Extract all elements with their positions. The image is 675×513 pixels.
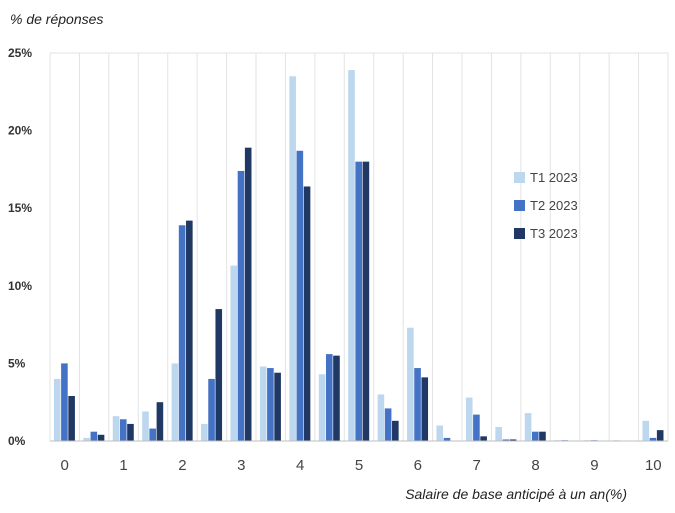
bar-t3-2023 — [244, 147, 252, 441]
x-tick-label: 8 — [531, 457, 539, 474]
bar-t1-2023 — [201, 423, 208, 441]
bar-t1-2023 — [289, 76, 296, 441]
bar-t2-2023 — [443, 437, 451, 441]
y-tick-label: 10% — [8, 279, 32, 293]
bar-t3-2023 — [480, 436, 487, 441]
bar-t1-2023 — [465, 397, 473, 441]
legend-label: T1 2023 — [530, 170, 578, 185]
bar-t2-2023 — [414, 368, 421, 441]
y-tick-label: 5% — [8, 356, 26, 370]
bar-t3-2023 — [303, 186, 311, 441]
bar-t2-2023 — [237, 170, 245, 441]
bar-t3-2023 — [362, 161, 370, 441]
bar-t3-2023 — [274, 372, 281, 441]
x-tick-label: 2 — [178, 457, 186, 474]
y-axis-title: % de réponses — [10, 11, 104, 27]
bar-t1-2023 — [318, 374, 326, 441]
x-axis-title: Salaire de base anticipé à un an(%) — [405, 486, 627, 502]
bar-t1-2023 — [171, 363, 179, 441]
bar-t1-2023 — [407, 327, 414, 441]
bar-t1-2023 — [436, 425, 444, 441]
bar-t1-2023 — [53, 378, 61, 441]
y-tick-label: 25% — [8, 46, 32, 60]
bar-t2-2023 — [325, 354, 333, 441]
bar-t2-2023 — [90, 431, 98, 441]
bar-t2-2023 — [502, 439, 510, 441]
bar-t3-2023 — [656, 430, 664, 441]
x-tick-label: 3 — [237, 457, 245, 474]
bar-t2-2023 — [149, 428, 156, 441]
bar-t3-2023 — [186, 220, 193, 441]
x-tick-label: 7 — [473, 457, 481, 474]
bar-t3-2023 — [509, 439, 517, 441]
bar-t1-2023 — [230, 265, 238, 441]
bar-t1-2023 — [495, 427, 502, 441]
bar-t1-2023 — [259, 366, 267, 441]
bar-t3-2023 — [392, 420, 399, 441]
bar-t3-2023 — [539, 431, 546, 441]
bar-t1-2023 — [642, 420, 650, 441]
y-tick-label: 20% — [8, 124, 32, 138]
y-tick-label: 0% — [8, 434, 26, 448]
bar-t1-2023 — [348, 70, 355, 442]
y-tick-label: 15% — [8, 201, 32, 215]
bar-t2-2023 — [208, 378, 215, 441]
bar-t3-2023 — [215, 309, 223, 441]
bar-t2-2023 — [531, 431, 539, 441]
bar-t3-2023 — [421, 377, 429, 441]
bar-t2-2023 — [384, 408, 392, 441]
legend-swatch — [514, 200, 525, 211]
bar-t1-2023 — [524, 413, 532, 441]
legend-swatch — [514, 228, 525, 239]
legend-label: T3 2023 — [530, 226, 578, 241]
bar-t3-2023 — [97, 434, 105, 441]
x-tick-label: 4 — [296, 457, 304, 474]
bar-t1-2023 — [142, 411, 149, 441]
bar-t2-2023 — [61, 363, 68, 441]
bar-t2-2023 — [296, 150, 304, 441]
x-tick-label: 0 — [61, 457, 69, 474]
bar-t2-2023 — [119, 419, 127, 441]
x-tick-label: 1 — [119, 457, 127, 474]
bar-t2-2023 — [355, 161, 362, 441]
bar-t2-2023 — [178, 225, 186, 441]
bar-t3-2023 — [127, 423, 134, 441]
legend-swatch — [514, 172, 525, 183]
bar-t2-2023 — [473, 414, 480, 441]
bar-t1-2023 — [112, 416, 120, 441]
bar-t1-2023 — [83, 437, 90, 441]
bar-t1-2023 — [377, 394, 385, 441]
bar-t3-2023 — [333, 355, 340, 441]
bar-t3-2023 — [156, 402, 164, 441]
bar-t2-2023 — [649, 437, 657, 441]
x-tick-label: 5 — [355, 457, 363, 474]
x-tick-label: 9 — [590, 457, 598, 474]
legend-label: T2 2023 — [530, 198, 578, 213]
bar-t3-2023 — [68, 395, 75, 441]
bar-t2-2023 — [267, 368, 274, 441]
x-tick-label: 6 — [414, 457, 422, 474]
x-tick-label: 10 — [645, 457, 662, 474]
